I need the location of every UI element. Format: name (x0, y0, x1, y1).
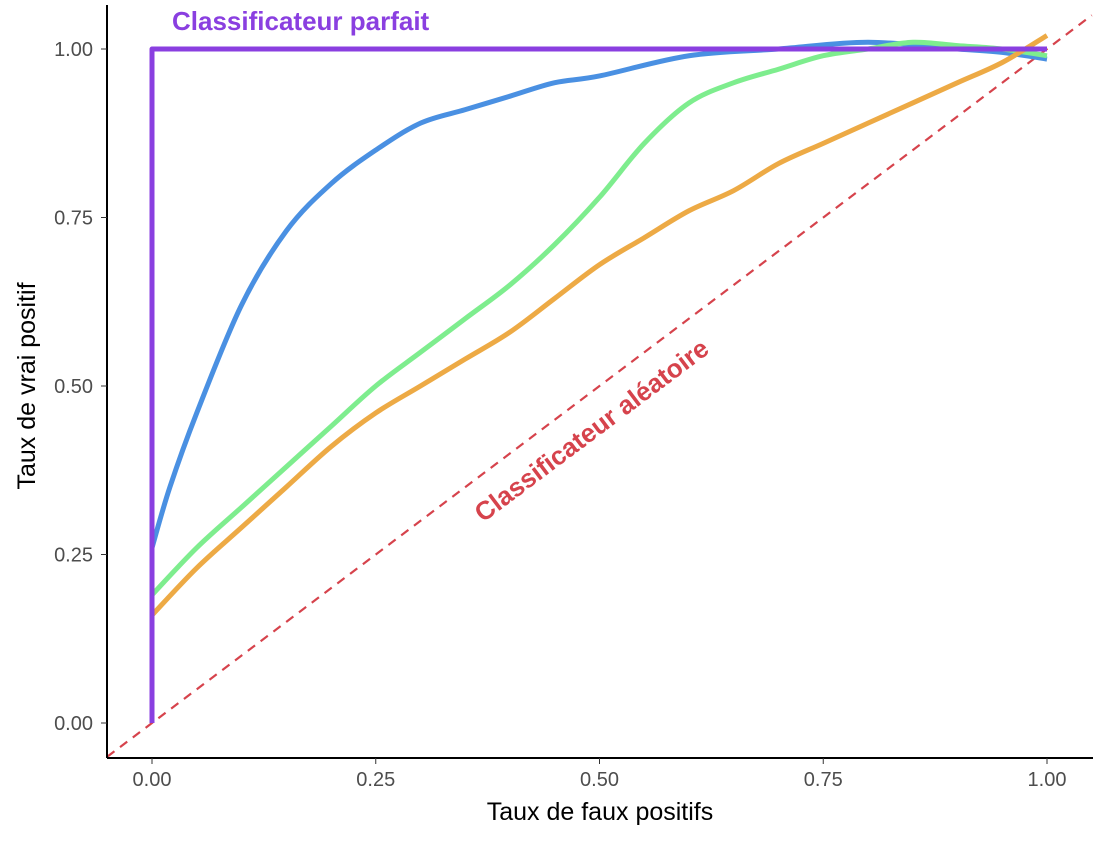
y-tick-label: 1.00 (54, 39, 93, 61)
axis-layer (106, 5, 1093, 759)
tick-layer: 0.00 0.25 0.50 0.75 1.00 0.00 0.25 0.50 0.75 1.00 (54, 39, 1066, 791)
roc-curve-1 (149, 39, 1048, 549)
roc-curve-3 (150, 33, 1049, 617)
x-tick-label: 0.00 (133, 769, 172, 791)
perfect-classifier-line (149, 46, 1047, 723)
y-tick-label: 0.00 (54, 713, 93, 735)
annotation-random-classifier: Classificateur aléatoire (469, 333, 715, 528)
x-tick-label: 0.50 (580, 769, 619, 791)
x-tick-label: 1.00 (1028, 769, 1067, 791)
series-layer (107, 14, 1093, 758)
y-axis-title: Taux de vrai positif (13, 282, 41, 489)
y-tick-label: 0.25 (54, 545, 93, 567)
annotation-perfect-classifier: Classificateur parfait (172, 6, 430, 36)
x-axis-title: Taux de faux positifs (487, 798, 714, 826)
x-tick-label: 0.25 (356, 769, 395, 791)
random-classifier-line (107, 14, 1093, 758)
x-tick-label: 0.75 (804, 769, 843, 791)
roc-curve-2 (150, 39, 1048, 597)
y-tick-label: 0.50 (54, 376, 93, 398)
y-tick-label: 0.75 (54, 208, 93, 230)
